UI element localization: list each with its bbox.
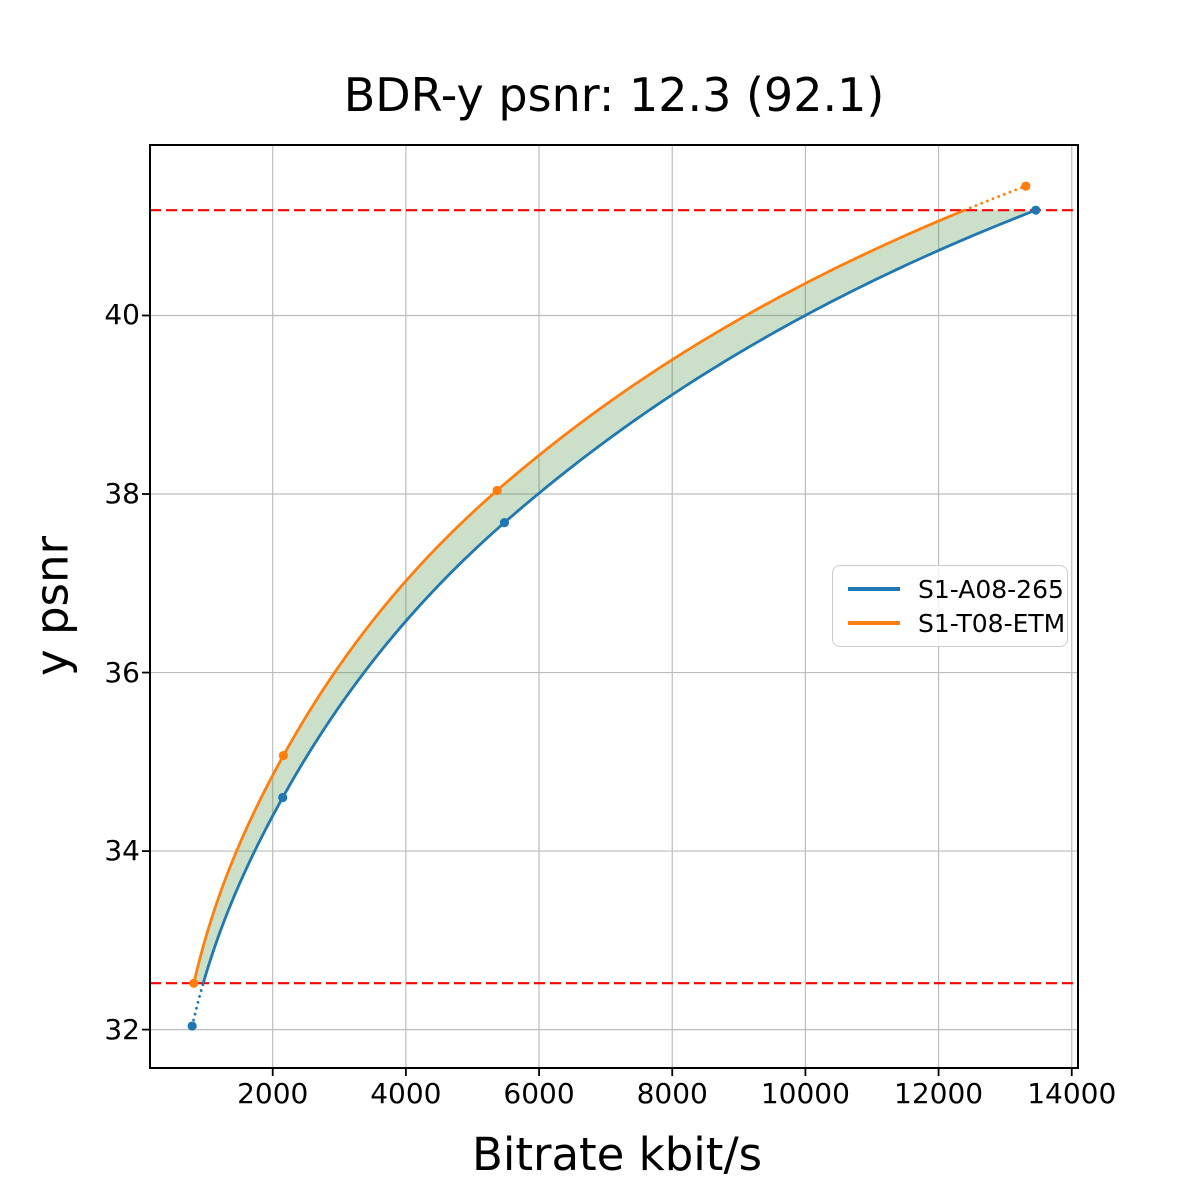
series-line-s1-t08-etm: [192, 208, 966, 984]
y-tick-label: 40: [104, 298, 140, 332]
y-axis-label: y psnr: [25, 536, 79, 676]
data-point-s1-t08-etm: [278, 750, 288, 761]
y-tick-label: 34: [104, 834, 140, 868]
data-point-s1-t08-etm: [492, 485, 502, 496]
legend-line-sample-orange: [848, 621, 900, 625]
plot-frame: [149, 144, 1079, 1069]
legend-item: S1-A08-265: [833, 577, 1067, 602]
y-tick-label: 32: [104, 1012, 140, 1046]
y-tick-label: 38: [104, 477, 140, 511]
legend-item: S1-T08-ETM: [833, 611, 1067, 636]
legend-label: S1-T08-ETM: [918, 608, 1066, 638]
data-point-s1-t08-etm: [189, 978, 199, 988]
x-tick-label: 6000: [503, 1077, 575, 1110]
data-point-s1-a08-265: [499, 517, 510, 528]
legend-label: S1-A08-265: [918, 574, 1064, 604]
data-point-s1-a08-265: [1031, 205, 1041, 215]
series-dotted-s1-a08-265: [190, 981, 205, 1028]
legend-line-sample-blue: [848, 587, 900, 591]
x-tick-label: 10000: [760, 1077, 850, 1110]
x-tick-label: 4000: [370, 1077, 442, 1110]
data-point-s1-a08-265: [187, 1021, 197, 1031]
x-axis-label: Bitrate kbit/s: [471, 1128, 763, 1181]
x-tick-label: 14000: [1027, 1077, 1117, 1110]
x-tick-label: 2000: [237, 1077, 309, 1110]
chart-title: BDR-y psnr: 12.3 (92.1): [343, 68, 885, 122]
legend: S1-A08-265 S1-T08-ETM: [832, 565, 1068, 647]
data-point-s1-t08-etm: [1021, 181, 1031, 191]
series-line-s1-a08-265: [201, 208, 1037, 984]
y-tick-label: 36: [104, 655, 140, 689]
x-tick-label: 8000: [636, 1077, 708, 1110]
x-tick-label: 12000: [894, 1077, 984, 1110]
data-point-s1-a08-265: [278, 792, 288, 803]
series-dotted-s1-t08-etm: [963, 184, 1028, 212]
